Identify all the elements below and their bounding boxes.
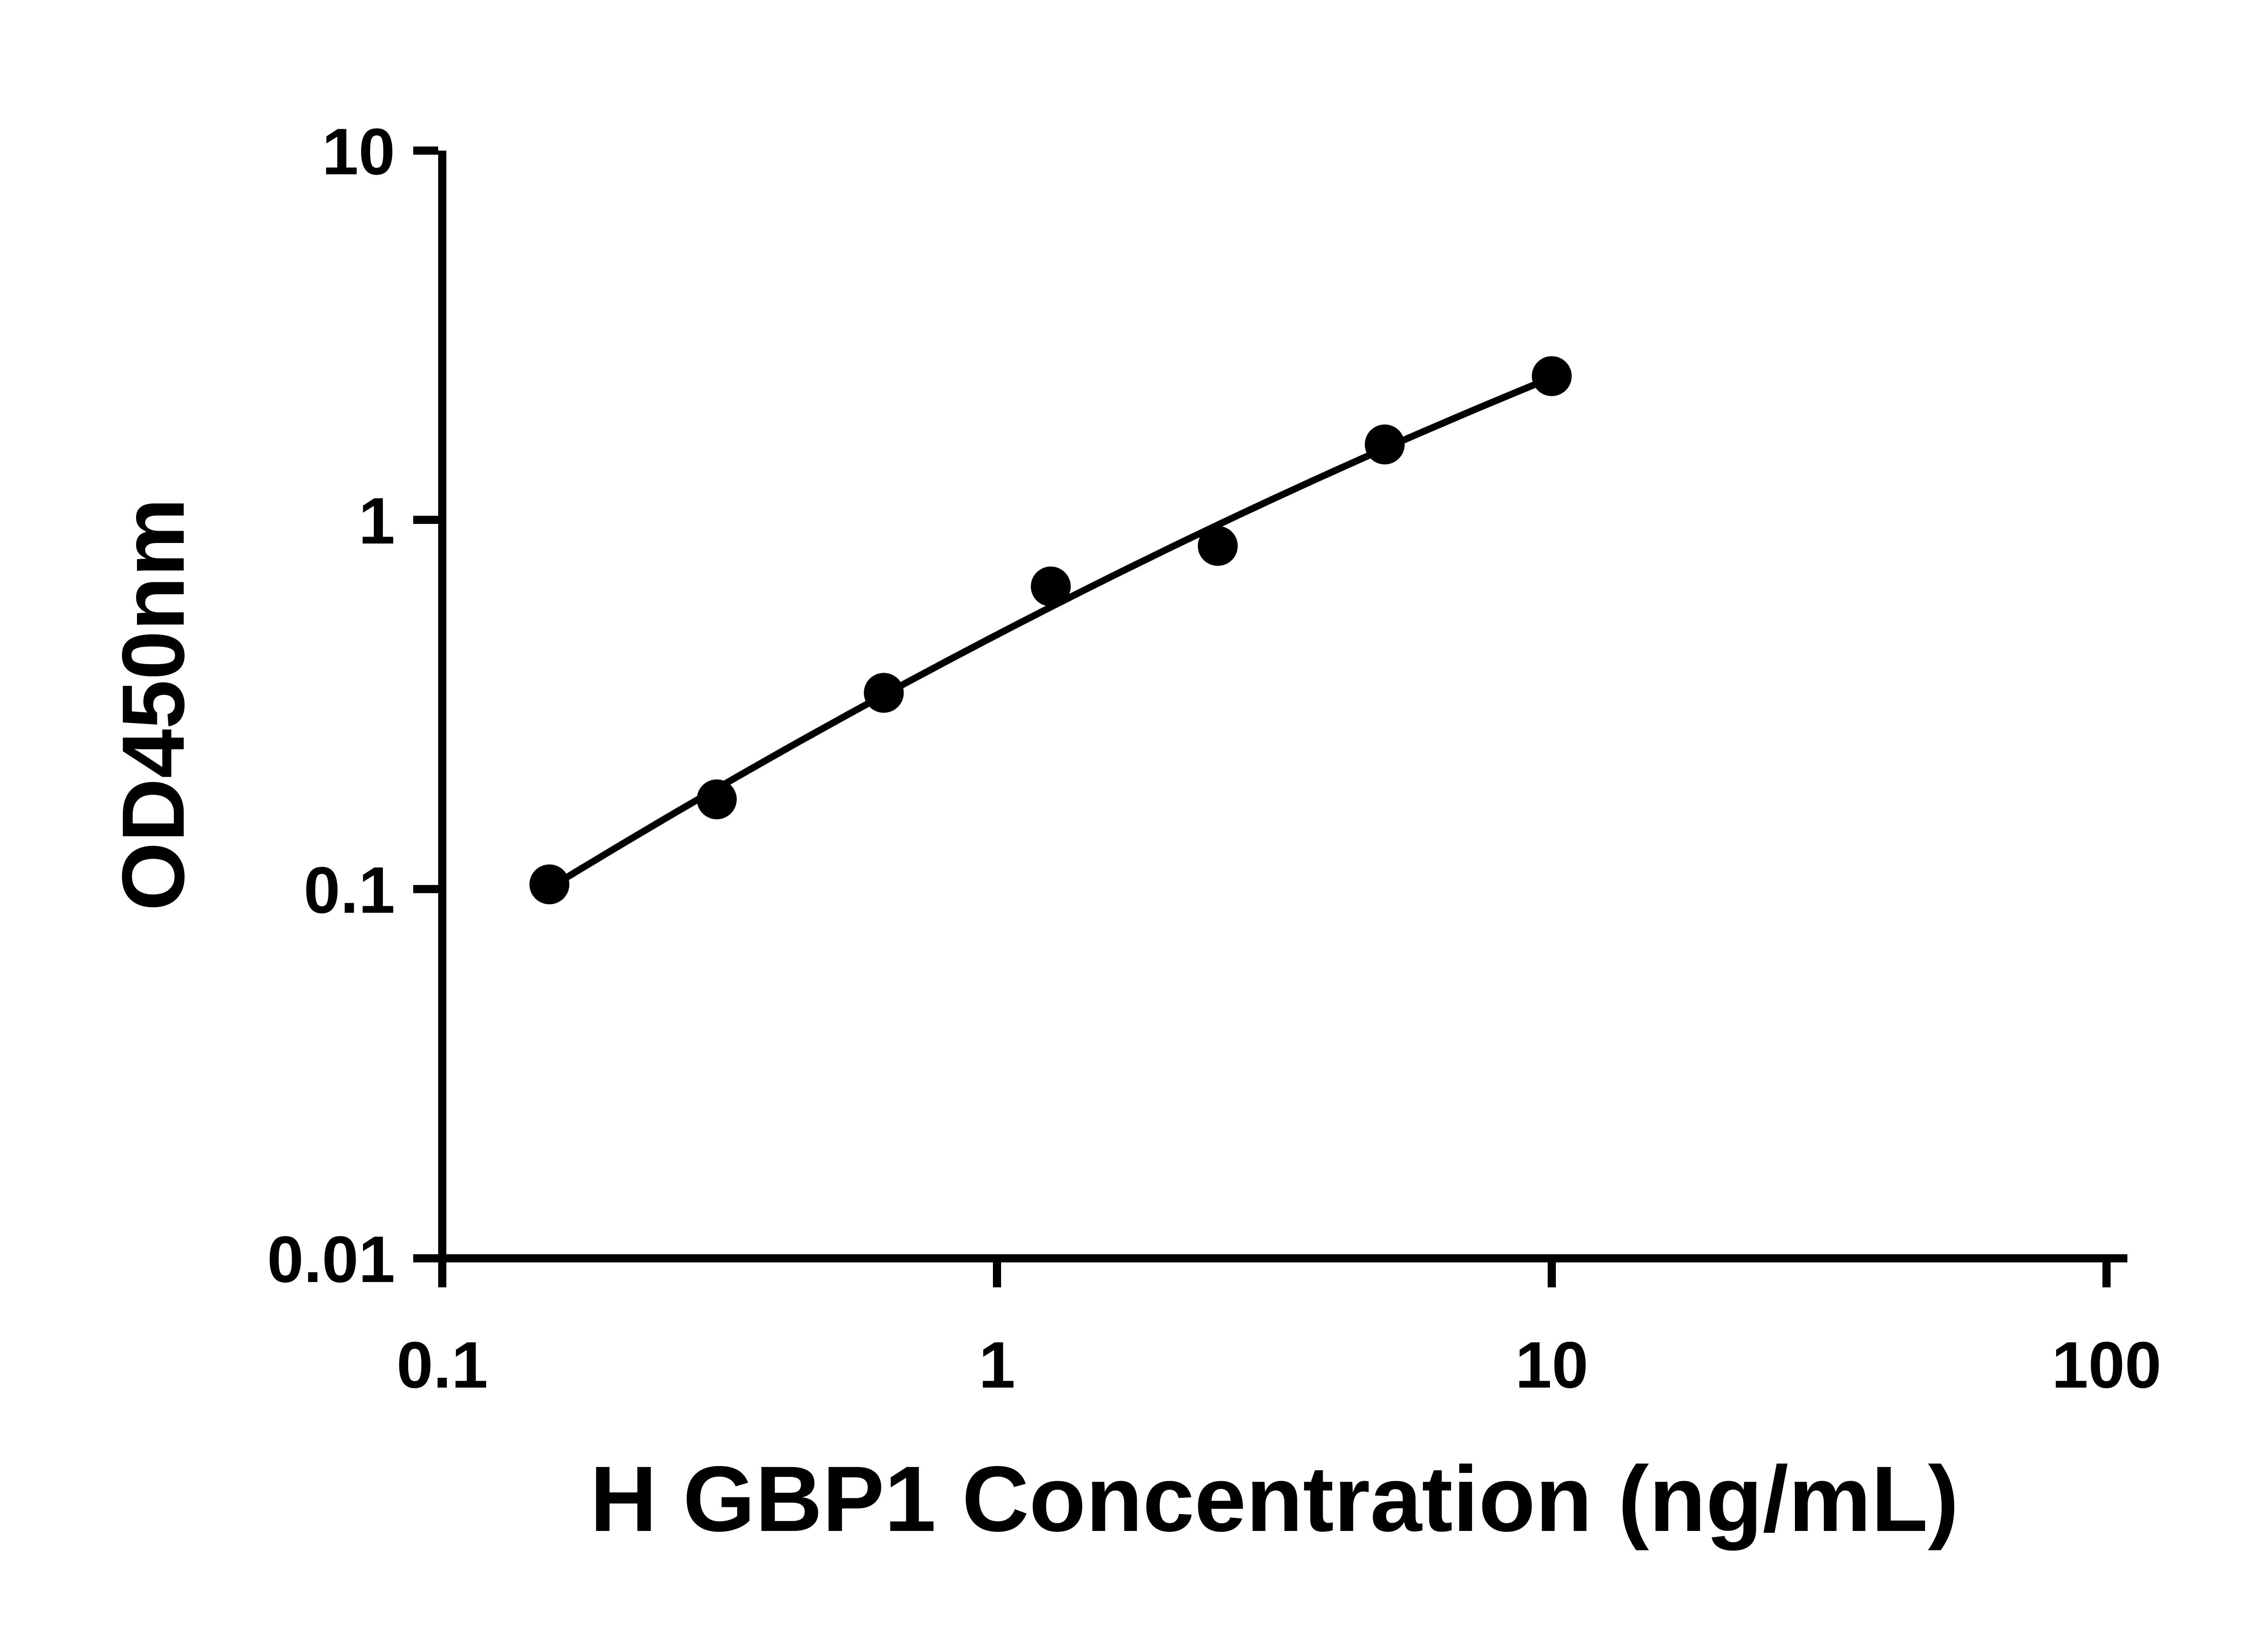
y-axis-tick-label: 10 <box>322 115 395 188</box>
y-axis-tick-label: 0.1 <box>303 853 395 927</box>
data-point <box>697 779 737 820</box>
x-axis-tick-label: 0.1 <box>396 1328 488 1402</box>
y-axis-tick-label: 0.01 <box>267 1222 395 1296</box>
y-axis-title: OD450nm <box>104 498 203 911</box>
x-axis-tick-label: 10 <box>1515 1328 1588 1402</box>
data-point <box>1364 424 1405 464</box>
x-axis-title: H GBP1 Concentration (ng/mL) <box>590 1447 1959 1551</box>
data-point <box>864 673 904 713</box>
data-point <box>529 864 570 905</box>
y-axis-tick-label: 1 <box>358 484 395 557</box>
x-axis-tick-label: 1 <box>979 1328 1016 1402</box>
data-point <box>1198 526 1238 566</box>
data-point <box>1532 356 1572 396</box>
x-axis-tick-label: 100 <box>2052 1328 2161 1402</box>
data-point <box>1031 566 1071 606</box>
